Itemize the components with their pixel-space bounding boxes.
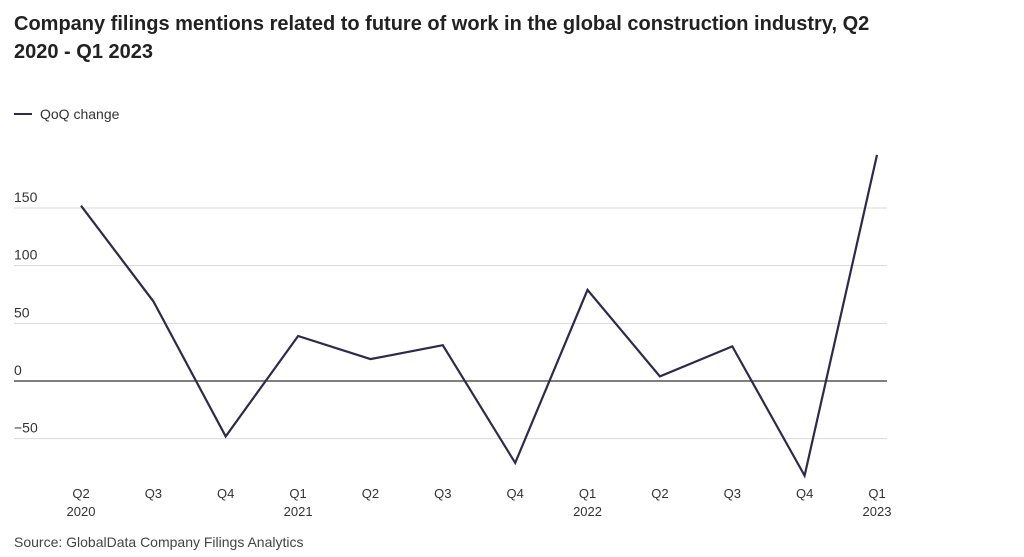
x-tick-label: Q4: [796, 486, 813, 501]
y-tick-label: −50: [14, 420, 38, 436]
chart-title: Company filings mentions related to futu…: [14, 13, 870, 63]
legend: QoQ change: [14, 106, 119, 122]
x-tick-label: Q2: [72, 486, 89, 501]
x-tick-label: Q1: [289, 486, 306, 501]
source-note: Source: GlobalData Company Filings Analy…: [14, 534, 304, 550]
x-tick-label: Q3: [724, 486, 741, 501]
legend-line-swatch: [14, 113, 32, 115]
x-tick-year-label: 2021: [284, 504, 313, 519]
y-tick-label: 0: [14, 362, 22, 378]
x-tick-label: Q3: [145, 486, 162, 501]
x-tick-label: Q3: [434, 486, 451, 501]
y-tick-label: 50: [14, 304, 30, 320]
x-tick-label: Q2: [651, 486, 668, 501]
x-tick-label: Q2: [362, 486, 379, 501]
x-tick-label: Q1: [579, 486, 596, 501]
x-tick-label: Q4: [507, 486, 524, 501]
x-tick-year-label: 2022: [573, 504, 602, 519]
legend-label: QoQ change: [40, 106, 120, 122]
y-tick-label: 150: [14, 189, 38, 205]
x-tick-label: Q4: [217, 486, 234, 501]
series-line-qoq-change: [80, 154, 879, 479]
y-tick-label: 100: [14, 247, 38, 263]
x-tick-year-label: 2023: [863, 504, 892, 519]
x-tick-year-label: 2020: [67, 504, 96, 519]
x-tick-label: Q1: [868, 486, 885, 501]
